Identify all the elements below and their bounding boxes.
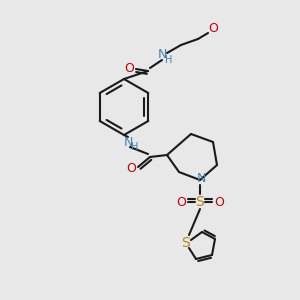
Text: O: O [208, 22, 218, 34]
Text: O: O [124, 62, 134, 76]
Text: N: N [123, 136, 133, 148]
Text: O: O [126, 161, 136, 175]
Text: O: O [176, 196, 186, 208]
Text: S: S [196, 195, 204, 209]
Text: H: H [165, 55, 173, 65]
Text: S: S [181, 236, 189, 250]
Text: N: N [157, 47, 167, 61]
Text: H: H [131, 142, 139, 152]
Text: N: N [196, 172, 206, 184]
Text: O: O [214, 196, 224, 208]
